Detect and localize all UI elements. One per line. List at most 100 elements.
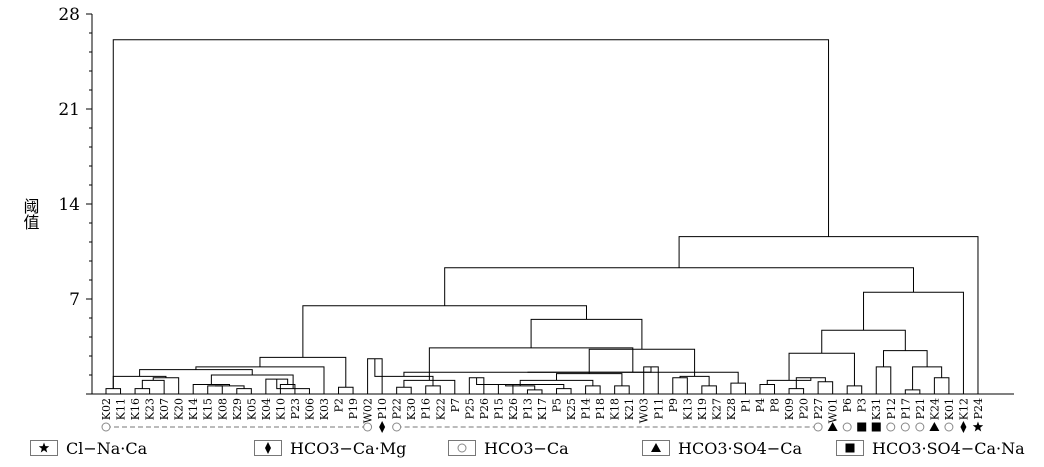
legend-label: Cl−Na·Ca	[66, 438, 148, 458]
leaf-group-marker	[929, 422, 940, 431]
dendrogram-link	[141, 379, 165, 394]
leaf-label: K11	[115, 398, 128, 420]
leaf-label: K21	[623, 398, 636, 420]
star-icon	[30, 440, 58, 456]
leaf-label: P9	[667, 398, 680, 412]
leaf-label: P21	[914, 398, 927, 419]
leaf-label: K26	[507, 398, 520, 420]
leaf-label: P19	[347, 398, 360, 419]
leaf-group-marker	[813, 422, 823, 432]
leaf-label: P23	[289, 398, 302, 419]
leaf-label: P11	[652, 398, 665, 419]
legend-label: HCO3·SO4−Ca·Na	[872, 438, 1025, 458]
circle-icon	[448, 440, 476, 456]
leaf-label: P8	[769, 398, 782, 412]
dendrogram-link	[428, 347, 634, 381]
leaf-label: P17	[899, 398, 912, 419]
leaf-label: K13	[681, 398, 694, 420]
dendrogram-link	[403, 366, 652, 377]
dendrogram-link	[425, 385, 441, 394]
y-axis: 7 14 21 28	[58, 5, 1014, 395]
y-tick-label: 21	[58, 100, 80, 120]
dendrogram-link	[585, 385, 601, 394]
dendrogram-link	[933, 377, 950, 394]
leaf-label: K31	[870, 398, 883, 420]
star-glyph	[38, 442, 50, 453]
leaf-label: K30	[405, 398, 418, 420]
diamond-icon	[254, 440, 282, 456]
dendrogram-link	[904, 389, 921, 394]
leaf-label: K23	[144, 398, 157, 420]
dendrogram-link	[678, 236, 979, 394]
dendrogram-link	[214, 385, 245, 389]
square-icon	[836, 440, 864, 456]
leaf-label: K19	[696, 398, 709, 420]
leaf-label: K14	[187, 398, 200, 420]
leaf-label: W01	[827, 398, 840, 423]
dendrogram-link	[912, 366, 943, 390]
leaf-group-marker	[842, 422, 852, 432]
dendrogram-link	[444, 267, 914, 306]
dendrogram-link	[556, 373, 623, 386]
dendrogram-link	[730, 382, 746, 394]
leaf-label: K12	[957, 398, 970, 420]
leaf-label: P7	[449, 398, 462, 412]
dendrogram-link	[396, 386, 412, 394]
dendrogram-link	[846, 385, 863, 394]
triangle-icon	[642, 440, 670, 456]
leaf-label: P10	[376, 398, 389, 419]
leaf-label: K18	[609, 398, 622, 420]
dendrogram-link	[788, 388, 805, 394]
leaf-label: P25	[463, 398, 476, 419]
leaf-group-marker	[101, 422, 111, 432]
leaf-label: K28	[725, 398, 738, 420]
dendrogram-link	[265, 378, 289, 394]
dendrogram-links	[105, 39, 979, 394]
leaf-label: K24	[928, 398, 941, 420]
leaf-label: P16	[420, 398, 433, 419]
leaf-label: P27	[812, 398, 825, 419]
leaf-label: P22	[391, 398, 404, 419]
leaf-markers	[101, 421, 984, 433]
leaf-label: K25	[565, 398, 578, 420]
y-tick-label: 7	[69, 290, 80, 310]
leaf-group-marker	[871, 422, 881, 432]
leaf-group-marker	[960, 421, 967, 433]
leaf-label: K02	[100, 398, 113, 420]
square-glyph	[845, 443, 855, 453]
leaf-group-marker	[379, 421, 386, 433]
leaf-label: K09	[783, 398, 796, 420]
leaf-label: K07	[158, 398, 171, 420]
dendrogram-link	[672, 377, 688, 394]
leaf-label: K29	[231, 398, 244, 420]
dendrogram-link	[556, 388, 572, 394]
leaf-label: K20	[173, 398, 186, 420]
dendrogram-link	[207, 385, 223, 394]
leaf-label: K17	[536, 398, 549, 420]
diamond-glyph	[265, 442, 271, 454]
dendrogram-link	[759, 384, 776, 394]
dendrogram-link	[527, 371, 739, 384]
leaf-label: P18	[594, 398, 607, 419]
legend-item: HCO3−Ca·Mg	[254, 438, 406, 458]
dendrogram-link	[875, 366, 892, 394]
leaf-group-marker	[972, 421, 984, 432]
leaf-label: K10	[274, 398, 287, 420]
legend-label: HCO3−Ca	[484, 438, 569, 458]
legend-item: HCO3·SO4−Ca·Na	[836, 438, 1025, 458]
leaf-label: P12	[885, 398, 898, 419]
dendrogram-link	[821, 329, 906, 354]
dendrogram-link	[519, 379, 594, 386]
leaf-group-marker	[915, 422, 925, 432]
dendrogram-link	[134, 388, 151, 394]
legend-item: Cl−Na·Ca	[30, 438, 147, 458]
dendrogram-link	[259, 356, 347, 388]
dendrogram-link	[236, 388, 252, 394]
leaf-label: K04	[260, 398, 273, 420]
dendrogram-link	[701, 385, 717, 394]
leaf-label: P13	[521, 398, 534, 419]
y-axis-label: 阈值	[21, 198, 40, 230]
leaf-group-marker	[944, 422, 954, 432]
leaf-label: P14	[580, 398, 593, 419]
